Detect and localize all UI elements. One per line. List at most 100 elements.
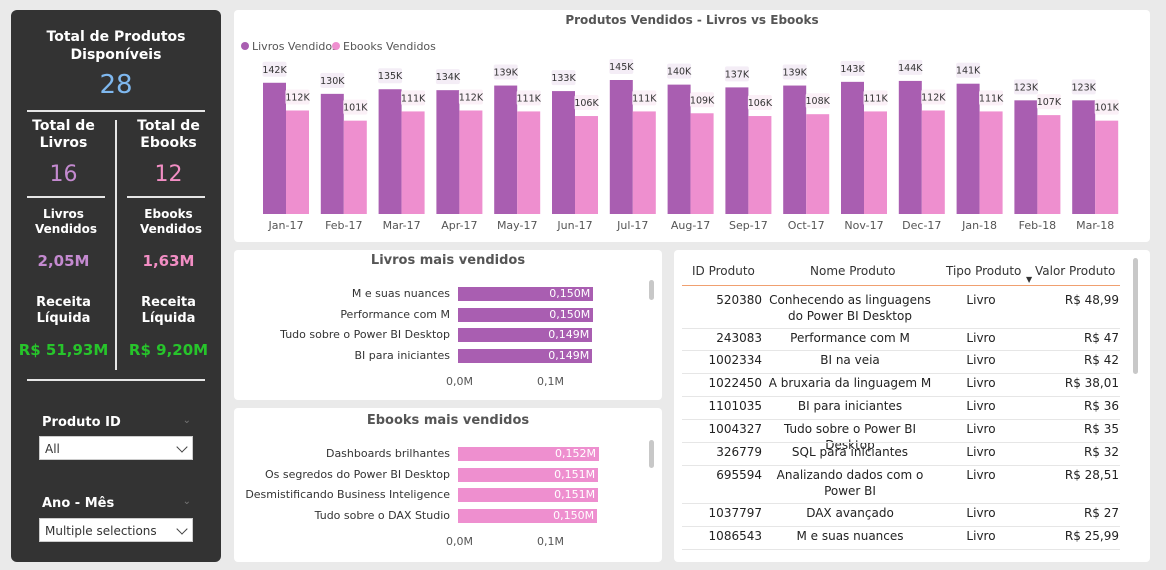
receita-ebooks-title: Receita Líquida [141, 295, 196, 326]
data-label-bg [1036, 94, 1061, 110]
scrollbar[interactable] [1133, 258, 1138, 374]
cell-nome: SQL para iniciantes [791, 445, 909, 459]
sort-desc-icon[interactable]: ▼ [1026, 275, 1033, 284]
bar-ebooks [690, 113, 714, 214]
bar-ebooks [979, 111, 1003, 214]
cell-valor: R$ 28,51 [1064, 468, 1119, 482]
bar-livros [552, 91, 575, 214]
x-tick-label: May-17 [497, 219, 538, 232]
column-header-valor[interactable]: Valor Produto [1035, 264, 1116, 278]
x-tick-label: Apr-17 [441, 219, 477, 232]
data-label: 111K [863, 93, 888, 104]
bar[interactable] [458, 348, 593, 363]
data-label: 135K [378, 71, 403, 82]
bar-label: Performance com M [340, 307, 450, 321]
cell-tipo: Livro [966, 399, 996, 413]
cell-id: 1004327 [708, 422, 762, 436]
data-label-bg [343, 99, 368, 115]
bar-value: 0,149M [548, 328, 590, 341]
bar[interactable] [458, 287, 594, 301]
bar-value: 0,150M [553, 508, 595, 522]
cell-valor: R$ 42 [1083, 353, 1119, 367]
header-divider [682, 285, 1120, 286]
filter-ano-mes-value: Multiple selections [45, 524, 157, 538]
bar-ebooks [286, 110, 309, 214]
data-label-bg [956, 62, 981, 78]
divider-vertical [115, 120, 117, 370]
data-label-bg [1013, 79, 1038, 95]
bar-livros [263, 82, 286, 214]
x-tick-label: Mar-18 [1076, 219, 1114, 232]
livros-top-title: Livros mais vendidos [370, 253, 526, 268]
data-label: 144K [898, 63, 923, 74]
x-tick-label: Dec-17 [902, 219, 941, 232]
cell-nome: Performance com M [790, 331, 910, 345]
chevron-down-icon[interactable]: ⌄ [182, 415, 191, 426]
data-label: 139K [494, 68, 519, 79]
scrollbar[interactable] [649, 280, 654, 300]
cell-nome: Tudo sobre o Power BI Desktop [784, 422, 916, 452]
data-label-bg [493, 64, 518, 80]
data-label-bg [805, 93, 830, 109]
data-label-bg [898, 59, 923, 75]
data-label-bg [840, 60, 865, 76]
total-ebooks-title: Total de Ebooks [137, 118, 200, 151]
bar-label: Os segredos do Power BI Desktop [265, 467, 450, 481]
bar-ebooks [632, 111, 656, 214]
data-label-bg [1094, 99, 1119, 115]
scrollbar[interactable] [649, 440, 654, 468]
x-tick-label: Oct-17 [788, 219, 825, 232]
legend-label: Ebooks Vendidos [343, 40, 436, 53]
data-label: 111K [632, 93, 657, 104]
cell-tipo: Livro [966, 529, 996, 543]
bar-livros [956, 83, 980, 214]
x-tick-label: Sep-17 [729, 219, 768, 232]
total-ebooks-value: 12 [154, 162, 183, 187]
data-label: 111K [517, 93, 542, 104]
cell-valor: R$ 38,01 [1064, 376, 1119, 390]
data-label-bg [667, 63, 692, 79]
data-label: 134K [436, 72, 461, 83]
bar[interactable] [458, 328, 593, 342]
cell-id: 1002334 [708, 353, 762, 367]
bar-ebooks [1037, 115, 1061, 214]
divider [27, 379, 205, 381]
cell-id: 326779 [716, 445, 762, 459]
row-divider [682, 419, 1120, 420]
chevron-down-icon [176, 441, 188, 453]
cell-nome: BI para iniciantes [797, 399, 903, 413]
bar[interactable] [458, 447, 599, 461]
cell-id: 1101035 [708, 399, 762, 413]
cell-id: 1022450 [708, 376, 762, 390]
bar[interactable] [458, 467, 599, 482]
bar-value: 0,150M [549, 307, 591, 321]
cell-tipo: Livro [966, 376, 996, 390]
column-header-tipo[interactable]: Tipo Produto [946, 264, 1022, 278]
data-label: 101K [1095, 103, 1120, 114]
cell-valor: R$ 32 [1083, 445, 1119, 459]
row-divider [682, 328, 1120, 329]
row-divider [682, 549, 1120, 550]
receita-livros-value: R$ 51,93M [18, 341, 109, 359]
axis-tick-label: 0,0M [446, 535, 473, 548]
x-tick-label: Jan-17 [268, 219, 304, 232]
column-header-id[interactable]: ID Produto [692, 264, 755, 278]
bar-livros [898, 80, 922, 215]
column-header-nome[interactable]: Nome Produto [810, 264, 896, 278]
bar-ebooks [921, 110, 945, 214]
data-label-bg [690, 92, 715, 108]
cell-tipo: Livro [966, 468, 996, 482]
filter-produto-select[interactable]: All [39, 436, 193, 460]
cell-valor: R$ 35 [1083, 422, 1119, 436]
bar-ebooks [459, 110, 483, 214]
bar[interactable] [458, 307, 594, 322]
bar-livros [609, 80, 633, 214]
livros-vendidos-title: Livros Vendidos [35, 207, 97, 236]
cell-nome: A bruxaria da linguagem M [768, 376, 932, 390]
row-divider [682, 465, 1120, 466]
bar[interactable] [458, 488, 599, 502]
filter-ano-mes-select[interactable]: Multiple selections [39, 518, 193, 542]
bar[interactable] [458, 508, 598, 523]
chevron-down-icon[interactable]: ⌄ [182, 496, 191, 507]
row-divider [682, 396, 1120, 397]
